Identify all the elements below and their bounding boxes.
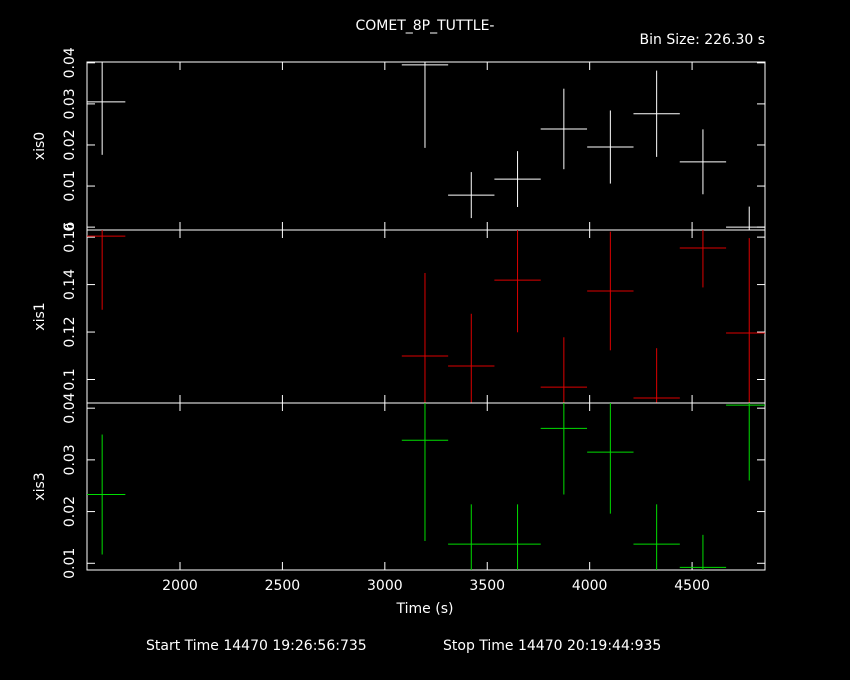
x-tick-label: 3000 (367, 578, 403, 594)
y-tick-label: 0.02 (62, 496, 78, 527)
y-tick-label: 0.1 (62, 368, 78, 390)
plot-frame (86, 61, 766, 231)
y-tick-label: 0 (62, 223, 78, 232)
y-tick-label: 0.14 (62, 269, 78, 300)
x-tick-label: 2500 (265, 578, 301, 594)
y-tick-label: 0.12 (62, 316, 78, 347)
y-tick-label: 0.01 (62, 170, 78, 201)
y-tick-label: 0.04 (62, 47, 78, 78)
x-tick-label: 3500 (469, 578, 505, 594)
bin-size: Bin Size: 226.30 s (640, 32, 765, 48)
series (87, 403, 765, 570)
x-axis-label: Time (s) (396, 601, 454, 617)
y-tick-label: 0.03 (62, 444, 78, 475)
x-tick-label: 2000 (162, 578, 198, 594)
x-tick-label: 4500 (674, 578, 710, 594)
chart-title: COMET_8P_TUTTLE- (356, 18, 495, 34)
plot-frame (86, 402, 766, 571)
y-tick-label: 0.01 (62, 548, 78, 579)
stop-time: Stop Time 14470 20:19:44:935 (443, 638, 661, 654)
series (87, 62, 765, 230)
plot-frame (86, 229, 766, 404)
series (87, 230, 765, 403)
y-tick-label: 0.16 (62, 221, 78, 252)
y-tick-label: 0.04 (62, 392, 78, 423)
y-tick-label: 0.02 (62, 129, 78, 160)
y-axis-label: xis0 (32, 132, 48, 160)
y-axis-label: xis3 (32, 472, 48, 500)
x-tick-label: 4000 (572, 578, 608, 594)
y-tick-label: 0.03 (62, 88, 78, 119)
y-axis-label: xis1 (32, 302, 48, 330)
start-time: Start Time 14470 19:26:56:735 (146, 638, 367, 654)
